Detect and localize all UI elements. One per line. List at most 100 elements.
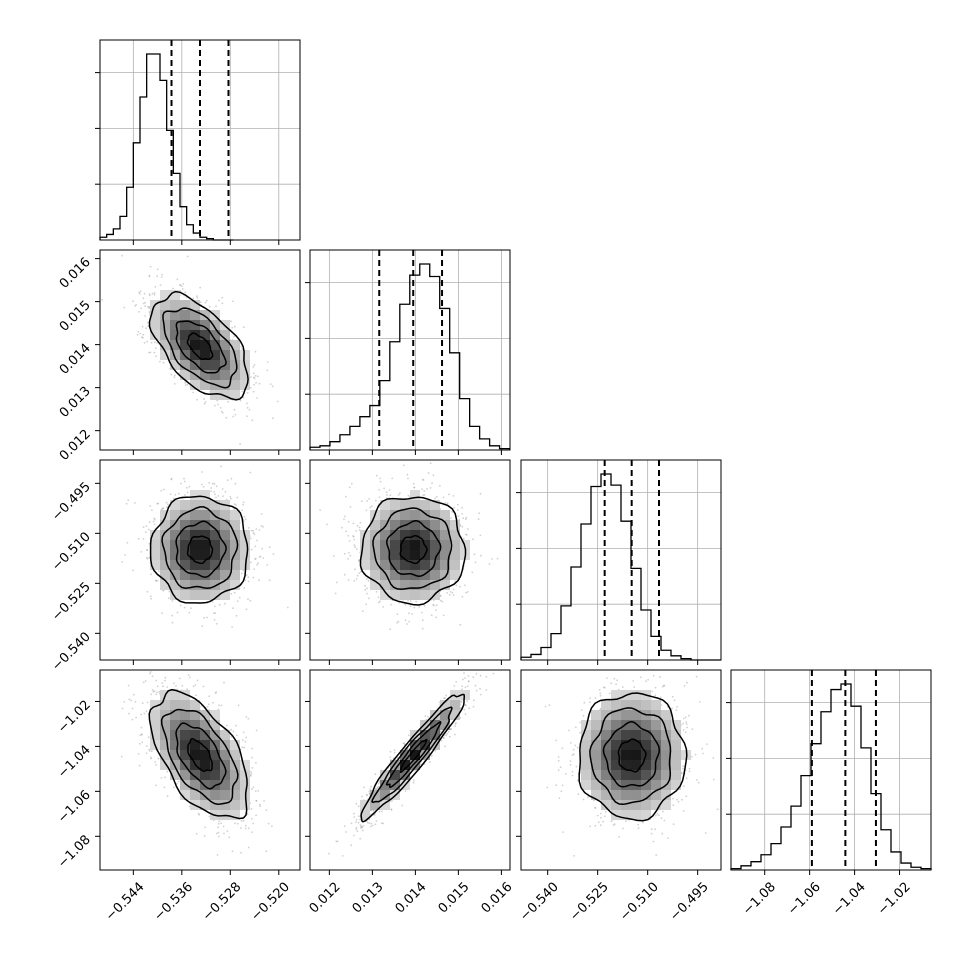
sample-point [260, 525, 263, 527]
sample-point [215, 305, 217, 308]
density-bin [370, 560, 380, 570]
density-bin [170, 570, 180, 580]
sample-point [250, 817, 253, 820]
density-bin [400, 580, 410, 590]
density-bin [190, 580, 200, 590]
sample-point [434, 497, 436, 500]
sample-point [429, 462, 432, 464]
sample-point [479, 492, 482, 495]
sample-point [225, 416, 228, 419]
density-bin [170, 320, 180, 330]
sample-point [253, 363, 256, 366]
density-bin [150, 310, 160, 320]
sample-point [185, 296, 188, 299]
density-bin [200, 530, 210, 540]
sample-point [254, 558, 257, 560]
sample-point [186, 383, 189, 386]
sample-point [142, 333, 145, 336]
density-bin [400, 570, 410, 580]
sample-point [347, 552, 350, 554]
sample-point [435, 604, 438, 607]
sample-point [253, 383, 256, 386]
sample-point [272, 417, 274, 420]
sample-point [151, 675, 154, 678]
density-bin [400, 560, 410, 570]
density-bin [150, 320, 160, 330]
density-bin [430, 560, 440, 570]
sample-point [148, 351, 151, 354]
sample-point [255, 382, 257, 384]
density-bin [220, 570, 230, 580]
density-bin [210, 340, 220, 350]
sample-point [369, 506, 372, 509]
density-bin [240, 540, 250, 550]
sample-point [235, 504, 237, 506]
sample-point [216, 399, 219, 402]
histogram-step [730, 683, 932, 870]
sample-point [349, 506, 352, 508]
sample-point [415, 600, 417, 603]
sample-point [260, 513, 263, 515]
sample-point [378, 496, 381, 498]
panel-content [121, 465, 289, 628]
sample-point [452, 495, 455, 497]
sample-point [231, 326, 234, 329]
sample-point [159, 284, 162, 286]
density-bin [190, 550, 200, 560]
density-bin [170, 540, 180, 550]
sample-point [409, 605, 412, 608]
sample-point [451, 510, 454, 513]
sample-point [258, 803, 261, 806]
sample-point [176, 278, 179, 281]
density-bin [220, 340, 230, 350]
sample-point [242, 326, 245, 328]
sample-point [161, 507, 164, 510]
sample-point [152, 520, 155, 523]
sample-point [258, 556, 261, 558]
sample-point [409, 600, 412, 602]
sample-point [343, 552, 346, 555]
sample-point [149, 294, 151, 297]
density-bin [400, 500, 410, 510]
sample-point [377, 596, 380, 599]
sample-point [249, 386, 252, 389]
sample-point [146, 549, 149, 551]
sample-point [210, 487, 213, 489]
sample-point [255, 799, 258, 802]
sample-point [124, 554, 127, 556]
sample-point [439, 599, 442, 602]
sample-point [242, 731, 245, 734]
density-bin [200, 570, 210, 580]
sample-point [149, 756, 152, 759]
density-bin [170, 330, 180, 340]
sample-point [472, 538, 474, 541]
sample-point [183, 606, 186, 609]
sample-point [151, 689, 154, 691]
density-bin [420, 570, 430, 580]
sample-point [266, 564, 269, 566]
sample-point [465, 591, 467, 594]
density-bin [180, 370, 190, 380]
sample-point [162, 507, 165, 510]
sample-point [135, 716, 138, 719]
density-bin [240, 380, 250, 390]
sample-point [149, 671, 152, 673]
sample-point [161, 612, 164, 614]
sample-point [132, 569, 135, 572]
sample-point [214, 692, 217, 694]
sample-point [452, 588, 455, 591]
sample-point [254, 350, 257, 353]
sample-point [389, 628, 392, 631]
sample-point [251, 831, 253, 833]
sample-point [364, 588, 367, 591]
sample-point [319, 509, 321, 511]
sample-point [359, 570, 362, 573]
density-bin [200, 340, 210, 350]
density-bin [190, 560, 200, 570]
density-contour [386, 519, 442, 577]
sample-point [240, 346, 243, 348]
sample-point [408, 612, 410, 615]
sample-point [211, 482, 214, 485]
density-bin [200, 580, 210, 590]
sample-point [226, 724, 228, 727]
